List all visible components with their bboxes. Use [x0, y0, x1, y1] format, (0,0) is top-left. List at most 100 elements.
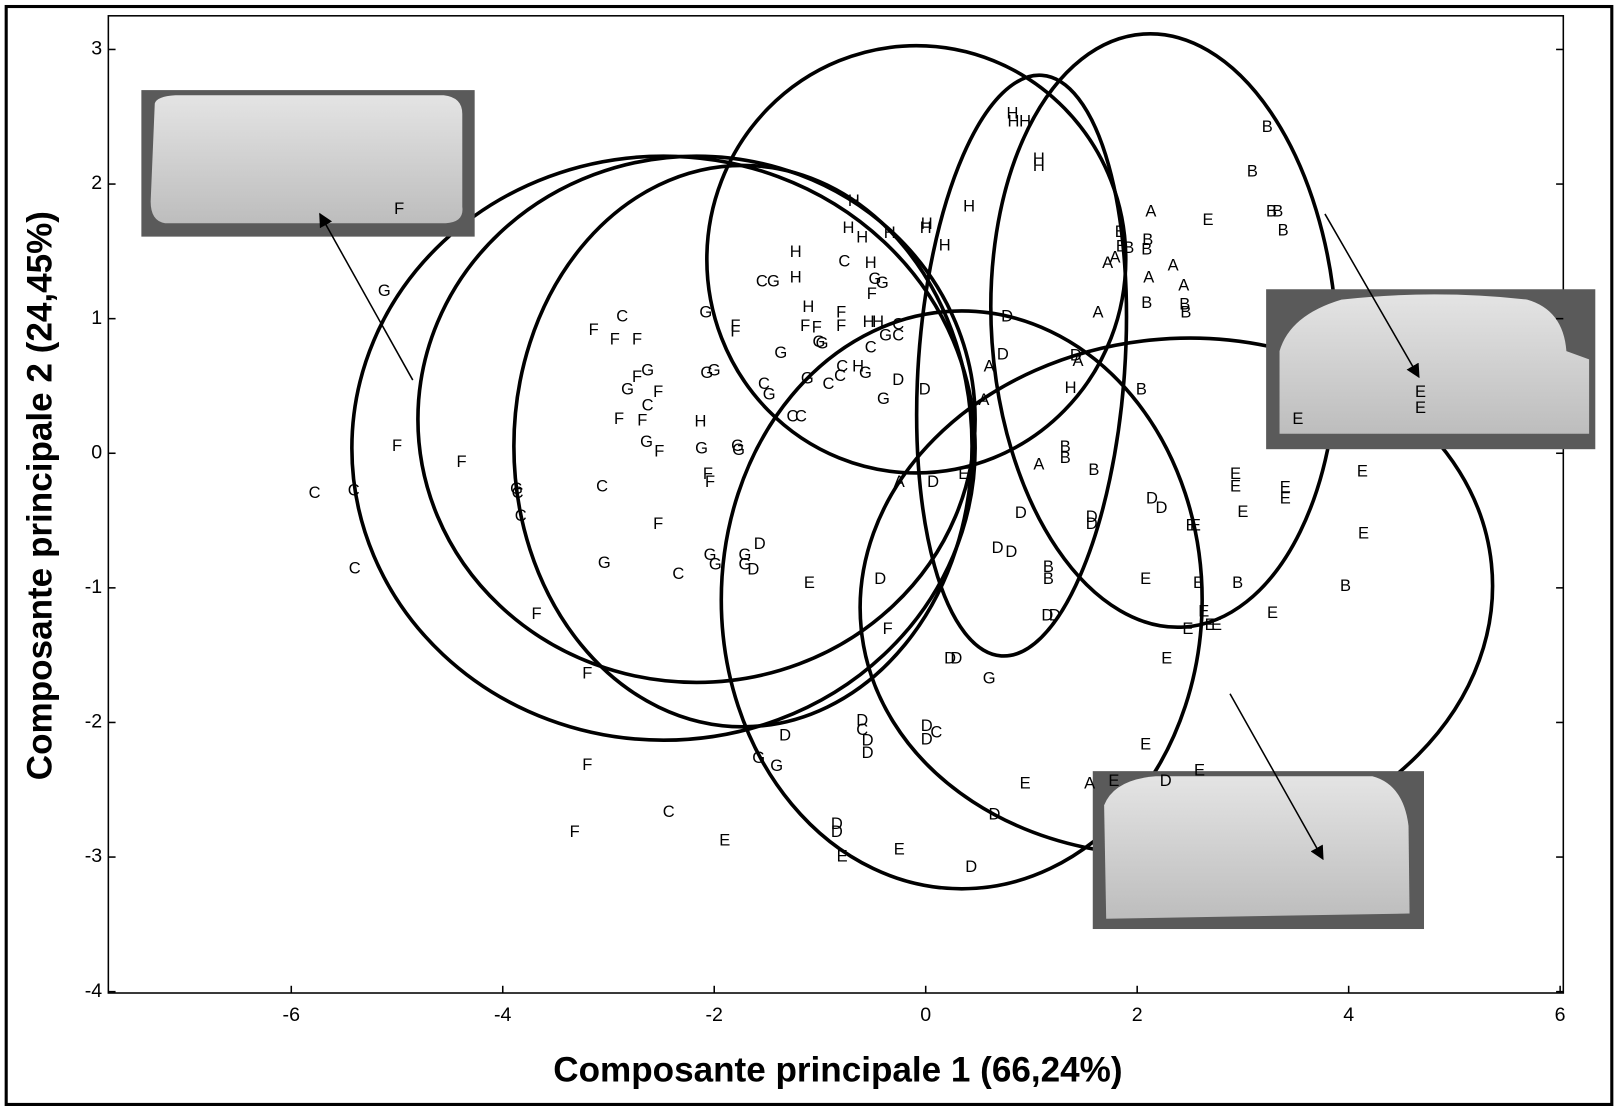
- point-label: G: [731, 437, 744, 455]
- point-label: D: [892, 371, 904, 389]
- point-label: C: [672, 565, 684, 583]
- x-tick-label: 0: [920, 1004, 931, 1026]
- point-label: E: [804, 574, 815, 592]
- point-label: H: [1006, 104, 1018, 122]
- point-label: E: [1292, 410, 1303, 428]
- point-label: F: [570, 823, 580, 841]
- point-label: A: [1093, 304, 1104, 322]
- point-label: B: [1232, 574, 1243, 592]
- point-label: A: [1168, 257, 1179, 275]
- y-axis-label: Composante principale 2 (24,45%): [21, 211, 60, 780]
- point-label: E: [719, 831, 730, 849]
- point-label: D: [874, 570, 886, 588]
- arrow: [1324, 213, 1420, 379]
- point-label: F: [730, 322, 740, 340]
- y-tick-label: -4: [85, 980, 103, 1002]
- point-label: C: [834, 367, 846, 385]
- point-label: H: [863, 313, 875, 331]
- point-label: C: [758, 375, 770, 393]
- point-label: B: [1116, 238, 1127, 256]
- arrows: [319, 212, 1420, 861]
- point-label: C: [892, 316, 904, 334]
- point-label: C: [822, 375, 834, 393]
- point-label: H: [695, 413, 707, 431]
- point-label: H: [790, 243, 802, 261]
- point-label: B: [1060, 449, 1071, 467]
- point-label: C: [348, 481, 360, 499]
- ellipse: [719, 309, 1204, 891]
- point-label: C: [756, 273, 768, 291]
- point-label: B: [1247, 162, 1258, 180]
- point-label: F: [653, 515, 663, 533]
- point-label: E: [1280, 489, 1291, 507]
- point-label: F: [614, 410, 624, 428]
- point-label: G: [640, 433, 653, 451]
- point-label: E: [1203, 211, 1214, 229]
- point-label: H: [921, 215, 933, 233]
- point-label: D: [919, 380, 931, 398]
- point-label: D: [856, 711, 868, 729]
- y-tick-label: 0: [91, 441, 102, 463]
- point-label: E: [1358, 524, 1369, 542]
- point-label: G: [770, 757, 783, 775]
- point-label: D: [747, 561, 759, 579]
- point-label: H: [872, 313, 884, 331]
- point-label: C: [892, 327, 904, 345]
- frame: [4, 4, 1614, 1106]
- point-label: E: [1280, 479, 1291, 497]
- point-label: G: [695, 440, 708, 458]
- point-label: D: [1001, 308, 1013, 326]
- point-label: G: [621, 380, 634, 398]
- point-label: G: [699, 304, 712, 322]
- point-label: H: [884, 224, 896, 242]
- point-label: D: [862, 744, 874, 762]
- point-label: D: [1086, 508, 1098, 526]
- point-label: F: [730, 317, 740, 335]
- point-label: E: [958, 465, 969, 483]
- plot-area: [107, 15, 1565, 994]
- point-label: E: [894, 841, 905, 859]
- point-label: E: [1211, 616, 1222, 634]
- point-label: F: [654, 442, 664, 460]
- point-label: G: [801, 370, 814, 388]
- point-label: H: [1033, 150, 1045, 168]
- point-label: F: [836, 317, 846, 335]
- point-label: G: [763, 386, 776, 404]
- point-label: F: [812, 318, 822, 336]
- x-tick-label: 4: [1343, 1004, 1354, 1026]
- point-label: B: [1043, 570, 1054, 588]
- bread-images: [141, 90, 1596, 930]
- y-tick-label: -1: [85, 576, 102, 598]
- point-label: D: [831, 815, 843, 833]
- point-label: E: [1190, 516, 1201, 534]
- point-label: H: [1019, 113, 1031, 131]
- point-label: E: [1237, 503, 1248, 521]
- point-label: C: [787, 407, 799, 425]
- point-label: G: [983, 670, 996, 688]
- point-label: B: [1266, 203, 1277, 221]
- point-label: F: [705, 473, 715, 491]
- point-label: F: [632, 331, 642, 349]
- point-label: B: [1060, 438, 1071, 456]
- point-label: C: [836, 357, 848, 375]
- point-label: G: [752, 749, 765, 767]
- y-tick-label: 2: [91, 172, 102, 194]
- point-label: E: [1020, 775, 1031, 793]
- point-label: D: [1005, 543, 1017, 561]
- point-label: H: [865, 254, 877, 272]
- point-label: E: [1161, 650, 1172, 668]
- point-label: D: [1015, 504, 1027, 522]
- point-label: C: [930, 724, 942, 742]
- x-tick-label: -6: [283, 1004, 301, 1026]
- point-label: C: [856, 721, 868, 739]
- point-label: H: [852, 357, 864, 375]
- point-label: H: [939, 236, 951, 254]
- bread-slice: [150, 95, 463, 224]
- point-label: A: [1084, 775, 1095, 793]
- point-label: G: [709, 555, 722, 573]
- point-label: E: [1267, 604, 1278, 622]
- point-label: D: [927, 473, 939, 491]
- point-label: F: [800, 317, 810, 335]
- point-label: F: [836, 304, 846, 322]
- point-label: H: [1033, 157, 1045, 175]
